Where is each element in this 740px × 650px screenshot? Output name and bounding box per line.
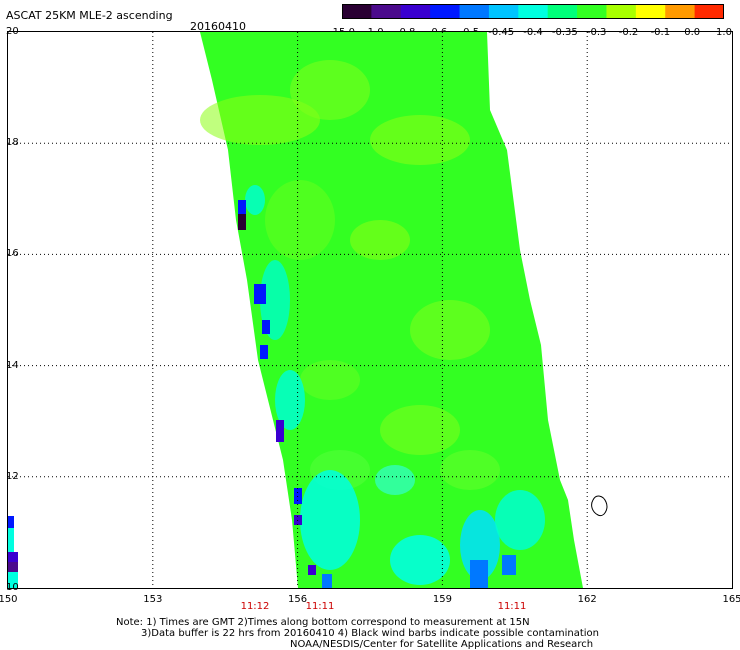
- colorbar-cell: [342, 4, 372, 19]
- time-label: 11:11: [305, 601, 335, 612]
- colorbar-cell: [400, 4, 431, 19]
- latitude-label: 16: [6, 248, 19, 260]
- swath-cell: [322, 574, 332, 588]
- colorbar-cell: [606, 4, 637, 19]
- map-date: 20160410: [190, 20, 246, 33]
- colorbar-label: 1.0: [716, 27, 732, 38]
- swath-cyan-patch: [375, 465, 415, 495]
- swath-area: [200, 32, 583, 588]
- swath-cell: [308, 565, 316, 575]
- colorbar-cell: [577, 4, 607, 19]
- swath-cell: [502, 555, 516, 575]
- edge-cell: [8, 528, 14, 552]
- swath-patch: [290, 60, 370, 120]
- time-label: 11:12: [240, 601, 270, 612]
- edge-cell: [8, 572, 18, 588]
- notes: Note: 1) Times are GMT 2)Times along bot…: [116, 617, 599, 650]
- colorbar-cell: [518, 4, 549, 19]
- swath-patch: [350, 220, 410, 260]
- swath-cell: [254, 284, 266, 304]
- swath-cyan-patch: [245, 185, 265, 215]
- island-outline: [591, 495, 608, 517]
- graticule: [8, 32, 732, 588]
- swath-cell: [276, 420, 284, 442]
- colorbar-cell: [459, 4, 490, 19]
- swath-cell: [238, 200, 246, 214]
- swath-cyan-patch: [390, 535, 450, 585]
- latitude-label: 12: [6, 470, 19, 482]
- colorbar-cell: [694, 4, 724, 19]
- longitude-label: 156: [288, 594, 308, 605]
- swath-cell: [238, 214, 246, 230]
- swath-patch: [440, 450, 500, 490]
- edge-cell: [8, 516, 14, 528]
- swath-patch: [410, 300, 490, 360]
- swath-patch: [200, 95, 320, 145]
- swath-cyan-patch: [495, 490, 545, 550]
- map-title: ASCAT 25KM MLE-2 ascending: [6, 9, 173, 22]
- latitude-label: 20: [6, 26, 19, 37]
- colorbar-label: -0.35: [551, 27, 578, 38]
- note-line-2: 3)Data buffer is 22 hrs from 20160410 4)…: [141, 628, 599, 639]
- longitude-label: 162: [577, 594, 597, 605]
- colorbar-cell: [430, 4, 461, 19]
- colorbar-label: -0.45: [488, 27, 515, 38]
- swath-cell: [260, 345, 268, 359]
- swath-cell: [262, 320, 270, 334]
- edge-cell: [8, 552, 18, 562]
- note-line-1: Note: 1) Times are GMT 2)Times along bot…: [116, 617, 530, 628]
- colorbar-cell: [371, 4, 402, 19]
- colorbar-cell: [488, 4, 519, 19]
- longitude-label: 159: [432, 594, 452, 605]
- colorbar-cell: [635, 4, 666, 19]
- colorbar-label: -0.2: [618, 27, 639, 38]
- colorbar-label: 0.0: [684, 27, 701, 38]
- colorbar: [342, 4, 724, 19]
- edge-cell: [8, 562, 18, 572]
- longitude-label: 150: [0, 594, 18, 605]
- swath-patch: [265, 180, 335, 260]
- latitude-label: 14: [6, 359, 19, 371]
- time-label: 11:11: [497, 601, 527, 612]
- latitude-label: 10: [6, 582, 19, 593]
- swath-cell: [470, 560, 488, 588]
- longitude-label: 165: [722, 594, 740, 605]
- note-line-3: NOAA/NESDIS/Center for Satellite Applica…: [290, 639, 594, 650]
- wind-swath: [200, 32, 583, 588]
- swath-patch: [300, 360, 360, 400]
- swath-patch: [380, 405, 460, 455]
- swath-patch: [370, 115, 470, 165]
- latitude-label: 18: [6, 137, 19, 149]
- swath-cyan-patch: [300, 470, 360, 570]
- longitude-label: 153: [143, 594, 163, 605]
- swath-edge-strip: [8, 516, 18, 588]
- colorbar-label: -0.1: [650, 27, 671, 38]
- colorbar-cell: [665, 4, 696, 19]
- colorbar-label: -0.4: [523, 27, 543, 38]
- colorbar-cell: [547, 4, 578, 19]
- colorbar-label: -0.3: [586, 27, 607, 38]
